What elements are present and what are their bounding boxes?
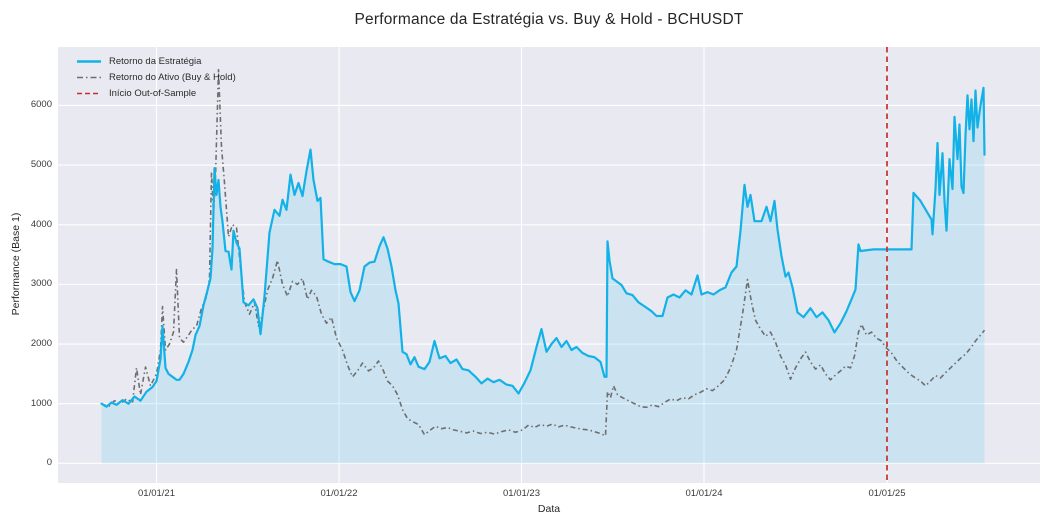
x-tick-label: 01/01/24 [685,488,723,499]
legend-item-oos: Início Out-of-Sample [76,87,236,100]
x-tick-label: 01/01/22 [320,488,358,499]
y-tick-label: 5000 [30,159,52,171]
x-axis-label: Data [537,503,561,515]
chart-title: Performance da Estratégia vs. Buy & Hold… [354,11,744,28]
x-tick-label: 01/01/25 [868,488,906,499]
legend-item-buyhold: Retorno do Ativo (Buy & Hold) [76,71,236,84]
legend-label-strategy: Retorno da Estratégia [109,56,202,67]
x-tick-label: 01/01/23 [503,488,540,499]
buyhold-dashed-line-swatch-icon [77,76,101,79]
strategy-area-fill [101,87,985,464]
buyhold-line [101,68,986,437]
y-tick-label: 4000 [30,218,52,230]
legend: Retorno da Estratégia Retorno do Ativo (… [72,53,240,102]
oos-dashed-line-swatch-icon [77,92,101,95]
y-tick-label: 1000 [30,397,52,409]
legend-item-strategy: Retorno da Estratégia [76,55,236,68]
x-tick-label: 01/01/21 [138,488,175,499]
y-tick-label: 3000 [30,278,52,290]
y-tick-label: 0 [46,457,52,469]
plot-canvas [58,47,1040,483]
legend-label-oos: Início Out-of-Sample [109,88,197,99]
y-tick-label: 2000 [30,338,52,350]
strategy-line [100,86,986,408]
strategy-line-swatch-icon [77,60,101,63]
legend-label-buyhold: Retorno do Ativo (Buy & Hold) [109,72,236,83]
y-tick-label: 6000 [30,99,52,111]
plot-area: Retorno da Estratégia Retorno do Ativo (… [58,47,1040,483]
